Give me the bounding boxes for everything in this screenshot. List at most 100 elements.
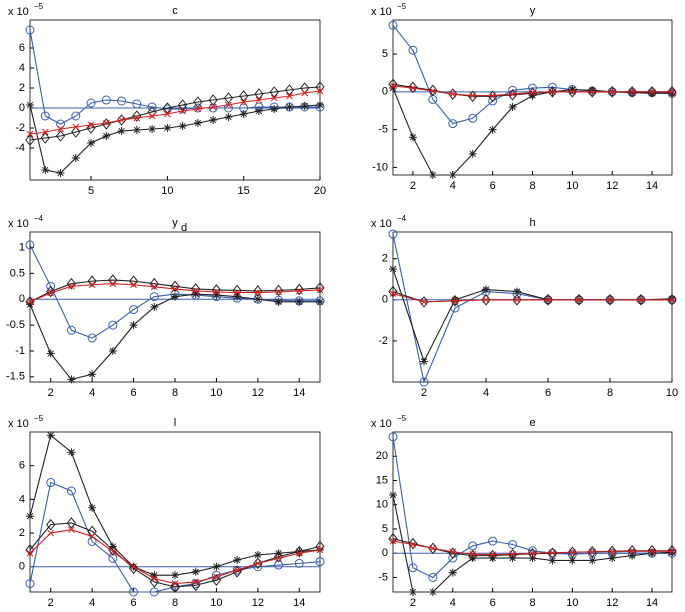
star-marker [88,370,97,379]
diamond-marker [512,294,522,306]
diamond-marker [40,132,50,144]
panel-title: l [174,417,176,429]
series-line [29,86,321,141]
x-tick-label: 2 [48,597,54,609]
plot-frame [392,231,673,383]
star-marker [56,169,65,177]
circle-marker [25,240,35,250]
star-marker [178,122,187,130]
x-marker [109,548,117,555]
diamond-marker [315,540,325,553]
diamond-marker [547,86,558,98]
star-marker [648,549,657,558]
x-marker [133,114,141,122]
circle-marker [488,536,498,546]
diamond-marker [636,294,646,306]
x-marker [469,550,477,558]
star-marker [428,588,437,596]
star-marker [171,292,179,301]
x-marker [192,578,200,586]
x-marker [648,547,656,555]
circle-marker [388,229,398,239]
plot-area [25,240,325,384]
diamond-marker [388,285,398,298]
y-tick-label: 5 [382,523,388,535]
x-marker [389,537,397,545]
circle-marker [149,587,159,597]
star-marker [316,297,324,306]
scale-base: x 10 [8,418,29,430]
x-marker [179,107,186,115]
star-marker [171,571,179,580]
x-tick-label: 6 [131,387,137,399]
circle-marker [66,325,76,335]
panel: -1.5-1-0.500.512 4 6 8 10 12 14y dx 10 −4 [6,214,325,399]
series-line [392,268,673,363]
x-marker [254,560,262,567]
circle-marker [56,119,66,129]
circle-marker [408,45,418,55]
circle-marker [408,563,418,573]
x-marker [213,288,220,296]
y-tick-label: 2 [382,253,388,265]
diamond-marker [170,581,180,593]
series-line [392,293,672,303]
circle-marker [508,539,518,549]
series-line [392,494,673,593]
circle-marker [25,579,35,589]
diamond-marker [86,122,96,134]
x-marker [482,296,490,304]
y-tick-label: 15 [376,474,388,486]
circle-marker [46,478,56,488]
x-tick-label: 12 [606,597,618,609]
x-marker [606,296,614,304]
y-tick-label: 0 [382,294,388,306]
x-tick-label: 6 [490,597,496,609]
x-marker [254,289,262,296]
y-tick-label: 6 [19,460,25,472]
diamond-marker [428,542,438,555]
diamond-marker [177,99,188,111]
diamond-marker [66,517,77,529]
y-tick-label: 0 [382,547,388,559]
x-marker [569,88,576,96]
x-marker [270,94,278,102]
panel-title: c [172,5,178,17]
diamond-marker [419,296,429,308]
x-tick-label: 12 [606,180,618,192]
star-marker [117,127,126,135]
x-marker [72,123,80,131]
x-marker [295,287,303,295]
diamond-marker [128,275,139,287]
panel: -10 -5 0 5 2 4 6 8 10 12 14 y x 10 −5 [371,2,677,192]
star-marker [274,549,283,558]
star-marker [67,375,76,384]
diamond-marker [132,110,142,122]
star-marker [41,166,50,174]
diamond-marker [223,92,234,104]
star-marker [389,84,397,93]
diamond-marker [149,277,159,290]
circle-marker [388,20,398,30]
x-marker [648,88,656,96]
x-marker [209,103,217,111]
diamond-marker [25,544,35,556]
star-marker [233,556,242,564]
scale-base: x 10 [371,218,392,230]
x-marker [588,548,596,556]
star-marker [482,285,490,294]
series-line [29,104,321,174]
circle-marker [448,553,458,563]
diamond-marker [149,576,159,588]
x-marker [409,541,417,548]
x-marker [389,82,397,90]
y-tick-label: 0.5 [10,267,25,279]
x-tick-label: 2 [410,597,416,609]
x-marker [68,526,75,534]
circle-marker [101,95,111,105]
panel-title: e [529,417,535,429]
circle-marker [388,432,398,442]
star-marker [191,567,200,576]
scale-exponent: −4 [397,214,407,223]
series-line [29,293,320,381]
